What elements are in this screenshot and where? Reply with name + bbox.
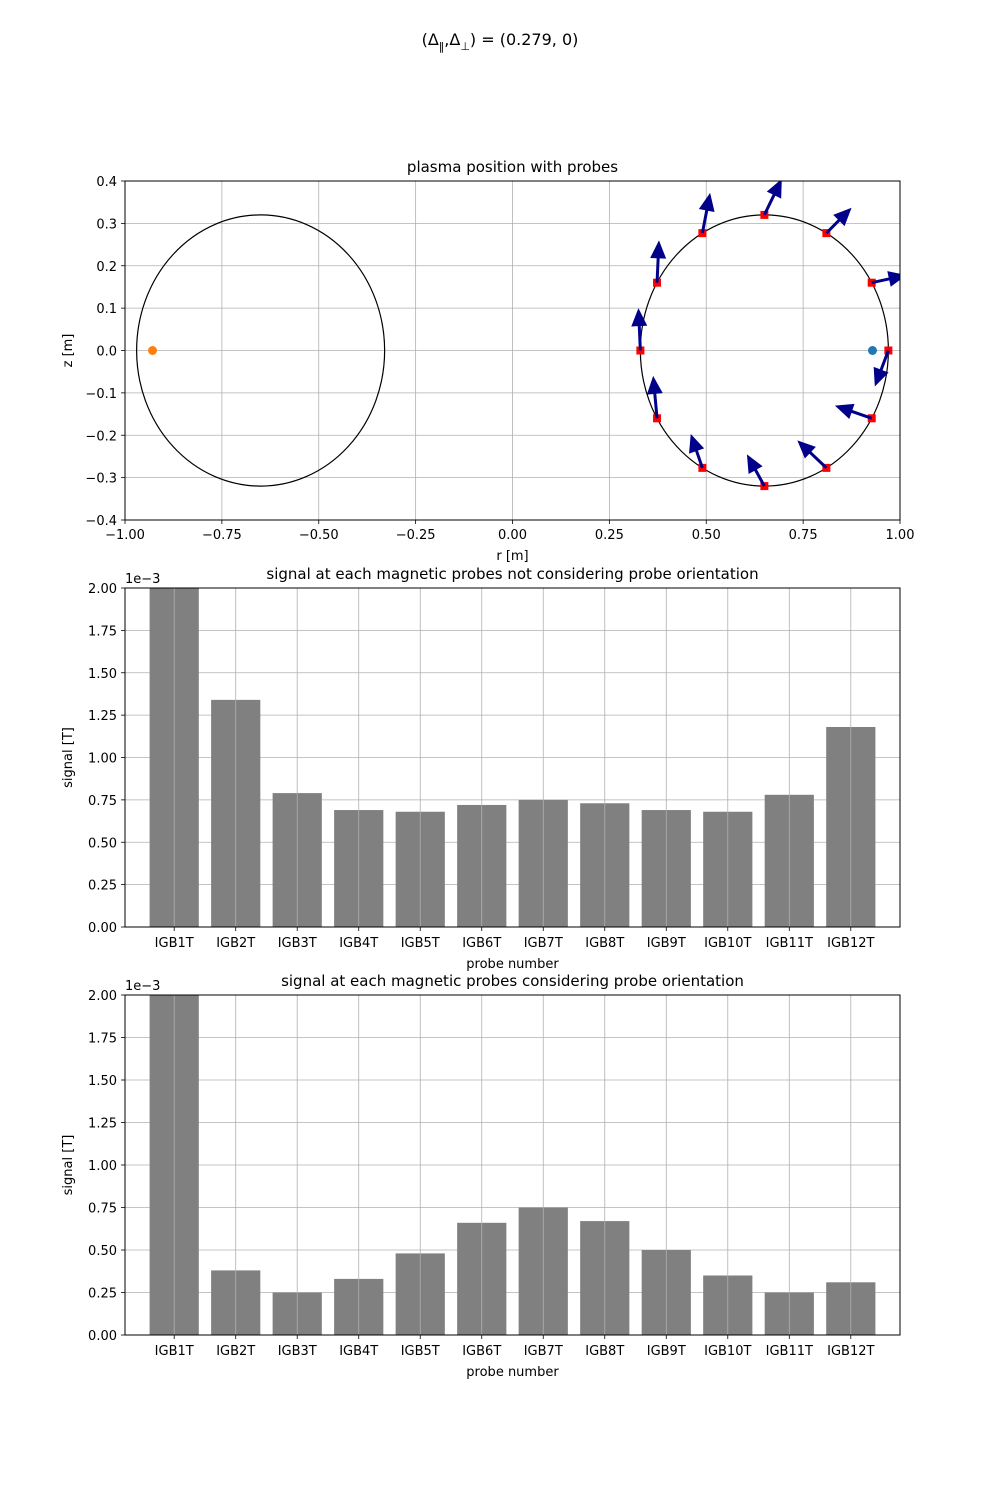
x-tick-label: −0.50: [299, 528, 339, 543]
y-tick-label: −0.2: [85, 429, 117, 444]
x-tick-label: −1.00: [105, 528, 145, 543]
y-axis-label: signal [T]: [61, 1135, 76, 1196]
y-tick-label: 2.00: [88, 989, 117, 1004]
x-tick-label: IGB8T: [585, 1344, 624, 1359]
y-tick-label: 0.25: [88, 879, 117, 894]
y-axis-label: z [m]: [61, 334, 76, 368]
x-tick-label: IGB6T: [462, 1344, 501, 1359]
y-tick-label: 1.75: [88, 624, 117, 639]
signal-no-orientation-chart: 0.00 0.25 0.50 0.75 1.00 1.25 1.50 1.75 2.00 IGB1…: [61, 565, 901, 972]
y-tick-label: −0.3: [85, 472, 117, 487]
x-tick-label: 0.75: [789, 528, 818, 543]
x-tick-label: IGB4T: [339, 936, 378, 951]
probe-orientation-arrow: [871, 271, 900, 287]
x-tick-label: IGB12T: [827, 936, 874, 951]
x-tick-label: 0.50: [692, 528, 721, 543]
x-axis-label: probe number: [466, 957, 559, 972]
plot-area: [136, 181, 900, 491]
x-tick-label: −0.75: [202, 528, 242, 543]
y-tick-label: 0.0: [96, 345, 117, 360]
x-tick-label: IGB3T: [278, 1344, 317, 1359]
x-tick-label: IGB5T: [401, 936, 440, 951]
x-tick-label: IGB11T: [766, 1344, 813, 1359]
x-tick-label: IGB6T: [462, 936, 501, 951]
y-tick-label: 0.75: [88, 794, 117, 809]
y-tick-label: 1.25: [88, 1117, 117, 1132]
y-offset-text: 1e−3: [125, 979, 160, 994]
x-tick-label: 0.00: [498, 528, 527, 543]
y-tick-label: 1.00: [88, 1159, 117, 1174]
y-tick-label: 0.25: [88, 1287, 117, 1302]
probe-orientation-arrow: [650, 240, 667, 283]
chart-title: signal at each magnetic probes not consi…: [266, 565, 758, 583]
x-tick-label: IGB1T: [155, 936, 194, 951]
probe-orientation-arrow: [631, 308, 648, 351]
y-tick-label: 0.75: [88, 1202, 117, 1217]
plasma-center-point: [867, 346, 877, 355]
plasma-boundary-circle: [136, 214, 386, 487]
x-tick-label: −0.25: [396, 528, 436, 543]
y-tick-label: 2.00: [88, 582, 117, 597]
x-tick-label: IGB1T: [155, 1344, 194, 1359]
plasma-center-point: [148, 346, 158, 355]
axes-frame: [124, 587, 901, 928]
axes-frame: [124, 994, 901, 1336]
x-tick-label: IGB2T: [216, 936, 255, 951]
x-tick-label: IGB7T: [524, 936, 563, 951]
x-tick-label: IGB9T: [647, 936, 686, 951]
y-tick-label: −0.4: [85, 514, 117, 529]
x-axis-label: probe number: [466, 1365, 559, 1380]
x-tick-label: 1.00: [886, 528, 915, 543]
x-tick-label: IGB10T: [704, 1344, 751, 1359]
y-tick-label: 0.1: [96, 302, 117, 317]
y-tick-label: 0.50: [88, 1244, 117, 1259]
y-tick-label: −0.1: [85, 387, 117, 402]
probe-orientation-arrow: [689, 433, 705, 469]
y-tick-label: 0.50: [88, 836, 117, 851]
probe-orientation-arrow: [834, 403, 873, 420]
y-tick-label: 1.75: [88, 1032, 117, 1047]
figure-suptitle: (Δ‖,Δ⊥) = (0.279, 0): [422, 30, 579, 53]
probe-marker: [653, 278, 662, 287]
probe-orientation-arrow: [763, 181, 782, 216]
axes-frame: [124, 180, 901, 521]
y-tick-label: 0.4: [96, 175, 117, 190]
probe-orientation-arrow: [797, 440, 828, 469]
chart-title: plasma position with probes: [407, 158, 618, 176]
probe-orientation-arrow: [746, 454, 766, 487]
y-offset-text: 1e−3: [125, 572, 160, 587]
y-tick-label: 0.00: [88, 1329, 117, 1344]
probe-orientation-arrow: [825, 207, 852, 235]
x-tick-label: IGB4T: [339, 1344, 378, 1359]
y-axis-label: signal [T]: [61, 727, 76, 788]
y-tick-label: 1.50: [88, 1074, 117, 1089]
x-tick-label: IGB10T: [704, 936, 751, 951]
x-axis-label: r [m]: [496, 549, 528, 564]
probe-orientation-arrow: [698, 192, 715, 234]
probe-orientation-arrow: [873, 349, 890, 387]
y-tick-label: 1.50: [88, 667, 117, 682]
x-tick-label: IGB8T: [585, 936, 624, 951]
x-tick-label: IGB11T: [766, 936, 813, 951]
y-tick-label: 0.3: [96, 217, 117, 232]
x-tick-label: IGB7T: [524, 1344, 563, 1359]
x-tick-label: IGB3T: [278, 936, 317, 951]
plasma-position-chart: −1.00 −0.75 −0.50 −0.25 0.00 0.25 0.50 0.75 1.00…: [61, 158, 914, 564]
y-tick-label: 1.25: [88, 709, 117, 724]
x-tick-label: IGB9T: [647, 1344, 686, 1359]
signal-with-orientation-chart: 0.00 0.25 0.50 0.75 1.00 1.25 1.50 1.75 2.00 IGB1…: [61, 972, 901, 1380]
x-tick-label: IGB5T: [401, 1344, 440, 1359]
y-tick-label: 1.00: [88, 752, 117, 767]
chart-title: signal at each magnetic probes consideri…: [281, 972, 744, 990]
x-tick-label: IGB2T: [216, 1344, 255, 1359]
x-tick-label: 0.25: [595, 528, 624, 543]
probe-orientation-arrow: [646, 375, 663, 419]
y-tick-label: 0.00: [88, 921, 117, 936]
y-tick-label: 0.2: [96, 260, 117, 275]
x-tick-label: IGB12T: [827, 1344, 874, 1359]
